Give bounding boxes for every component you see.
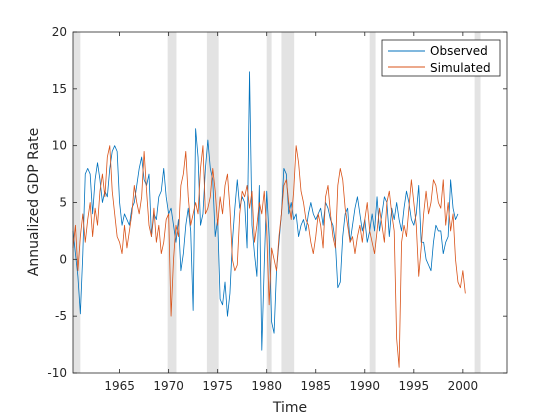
legend-label-observed: Observed xyxy=(430,44,488,58)
recession-band-4 xyxy=(266,32,272,373)
y-tick-label-0: 0 xyxy=(59,252,67,266)
y-tick-label-15: 15 xyxy=(52,82,67,96)
x-tick-label-2000: 2000 xyxy=(448,379,479,393)
x-tick-label-1985: 1985 xyxy=(300,379,331,393)
y-tick-label--5: -5 xyxy=(55,309,67,323)
x-tick-label-1965: 1965 xyxy=(104,379,135,393)
x-tick-label-1990: 1990 xyxy=(350,379,381,393)
y-axis-title: Annualized GDP Rate xyxy=(26,128,42,276)
x-tick-label-1980: 1980 xyxy=(251,379,282,393)
y-tick-label-20: 20 xyxy=(52,25,67,39)
y-tick-label-5: 5 xyxy=(59,196,67,210)
recession-band-7 xyxy=(474,32,481,373)
series-lines xyxy=(72,71,466,368)
x-axis-ticks: 1965 1970 1975 1980 1985 1990 1995 2000 xyxy=(104,32,478,393)
x-tick-label-1995: 1995 xyxy=(399,379,430,393)
y-tick-label-10: 10 xyxy=(52,139,67,153)
legend: Observed Simulated xyxy=(381,39,501,77)
recession-band-3 xyxy=(206,32,219,373)
series-line-observed xyxy=(72,71,459,351)
x-axis-title: Time xyxy=(272,400,307,416)
legend-label-simulated: Simulated xyxy=(430,61,491,75)
series-line-simulated xyxy=(72,145,466,368)
x-tick-label-1975: 1975 xyxy=(202,379,233,393)
y-axis-ticks: -10 -5 0 5 10 15 20 xyxy=(47,25,507,380)
recession-band-6 xyxy=(369,32,376,373)
legend-box xyxy=(381,39,501,77)
y-tick-label--10: -10 xyxy=(47,366,67,380)
x-tick-label-1970: 1970 xyxy=(153,379,184,393)
recession-band-2 xyxy=(167,32,177,373)
